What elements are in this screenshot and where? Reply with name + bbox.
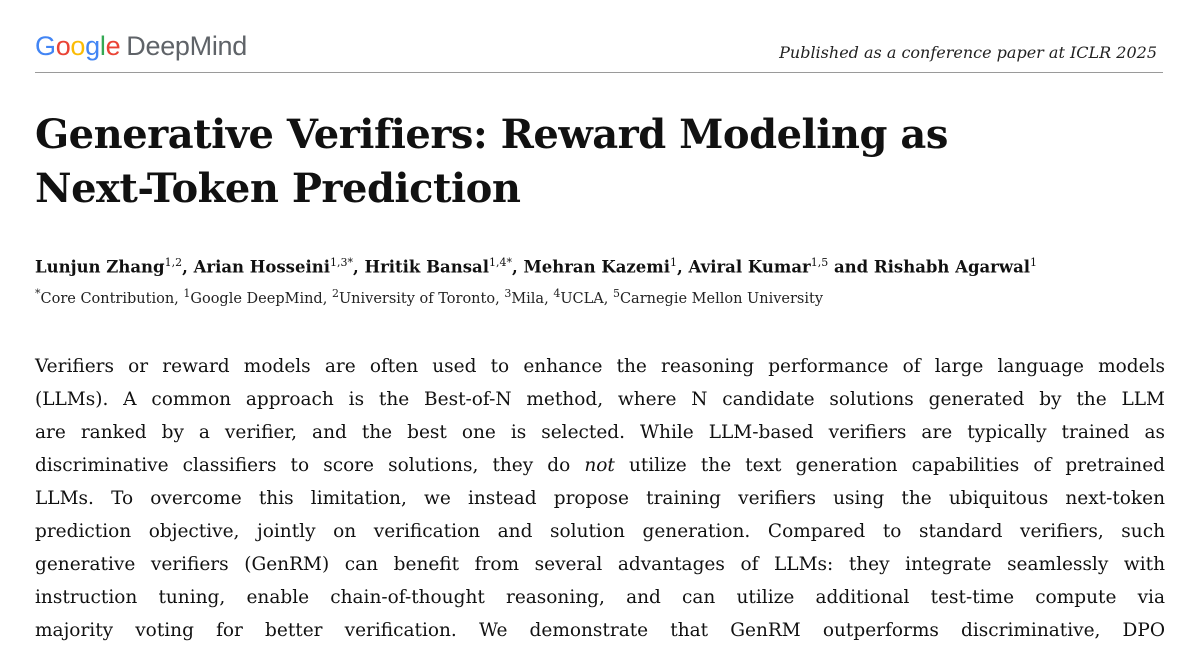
abstract-line: Verifiers or reward models are often use… [35, 356, 1165, 377]
affiliation-marker: 5 [612, 287, 620, 300]
affiliation-text: Carnegie Mellon University [619, 290, 824, 307]
abstract-text: utilize the text generation capabilities… [614, 455, 1165, 476]
logo-letter: o [55, 31, 71, 61]
author-name: Mehran Kazemi [523, 257, 670, 277]
author-list: Lunjun Zhang1,2, Arian Hosseini1,3*, Hri… [35, 256, 1175, 277]
abstract: Verifiers or reward models are often use… [35, 350, 1165, 647]
author-affiliation-marker: 1,2 [164, 256, 183, 269]
affiliation-marker: 4 [553, 287, 561, 300]
author-name: Lunjun Zhang [35, 257, 165, 277]
author-affiliation-marker: 1,3* [329, 256, 353, 269]
author-name: Rishabh Agarwal [873, 257, 1031, 277]
title-line-2: Next-Token Prediction [35, 165, 521, 212]
logo-letter: G [35, 31, 56, 61]
author-name: Arian Hosseini [193, 257, 330, 277]
affiliation-marker: 3 [504, 287, 512, 300]
logo-letter: g [85, 31, 100, 61]
venue-note: Published as a conference paper at ICLR … [779, 43, 1157, 62]
affiliation-marker: 2 [331, 287, 339, 300]
author-separator: and [828, 257, 874, 277]
abstract-line: instruction tuning, enable chain-of-thou… [35, 587, 1165, 608]
page-header: Google DeepMind Published as a conference… [35, 30, 1163, 73]
author-separator: , [182, 257, 194, 277]
abstract-line: LLMs. To overcome this limitation, we in… [35, 488, 1165, 509]
author-affiliation-marker: 1 [670, 256, 677, 269]
author-separator: , [352, 257, 365, 277]
logo-suffix: DeepMind [126, 31, 247, 61]
paper-title: Generative Verifiers: Reward Modeling as… [35, 108, 1135, 216]
affiliation-marker: 1 [183, 287, 191, 300]
author-name: Hritik Bansal [364, 257, 489, 277]
affiliation-text: University of Toronto, [338, 290, 505, 307]
emphasis-text: not [584, 455, 615, 476]
google-deepmind-logo: Google DeepMind [35, 30, 247, 62]
author-affiliation-marker: 1 [1030, 256, 1038, 269]
logo-letter: e [105, 31, 121, 61]
abstract-line: (LLMs). A common approach is the Best-of… [35, 389, 1165, 410]
abstract-line: are ranked by a verifier, and the best o… [35, 422, 1165, 443]
abstract-line: majority voting for better verification.… [35, 620, 1165, 641]
author-name: Aviral Kumar [688, 257, 811, 277]
abstract-text: discriminative classifiers to score solu… [35, 455, 585, 476]
abstract-line: discriminative classifiers to score solu… [35, 449, 1165, 482]
logo-letter: o [70, 31, 86, 61]
author-separator: , [677, 257, 689, 277]
logo-letter: l [99, 31, 106, 61]
author-affiliation-marker: 1,4* [488, 256, 512, 269]
affiliation-list: *Core Contribution, 1Google DeepMind, 2U… [35, 287, 1175, 307]
affiliation-text: Mila, [511, 290, 554, 307]
affiliation-marker: * [35, 287, 41, 300]
author-separator: , [511, 257, 524, 277]
abstract-line: generative verifiers (GenRM) can benefit… [35, 554, 1165, 575]
title-line-1: Generative Verifiers: Reward Modeling as [35, 111, 948, 158]
affiliation-text: Core Contribution, [40, 290, 184, 307]
author-affiliation-marker: 1,5 [810, 256, 829, 269]
affiliation-text: UCLA, [560, 290, 613, 307]
affiliation-text: Google DeepMind, [190, 290, 332, 307]
abstract-line: prediction objective, jointly on verific… [35, 521, 1165, 542]
